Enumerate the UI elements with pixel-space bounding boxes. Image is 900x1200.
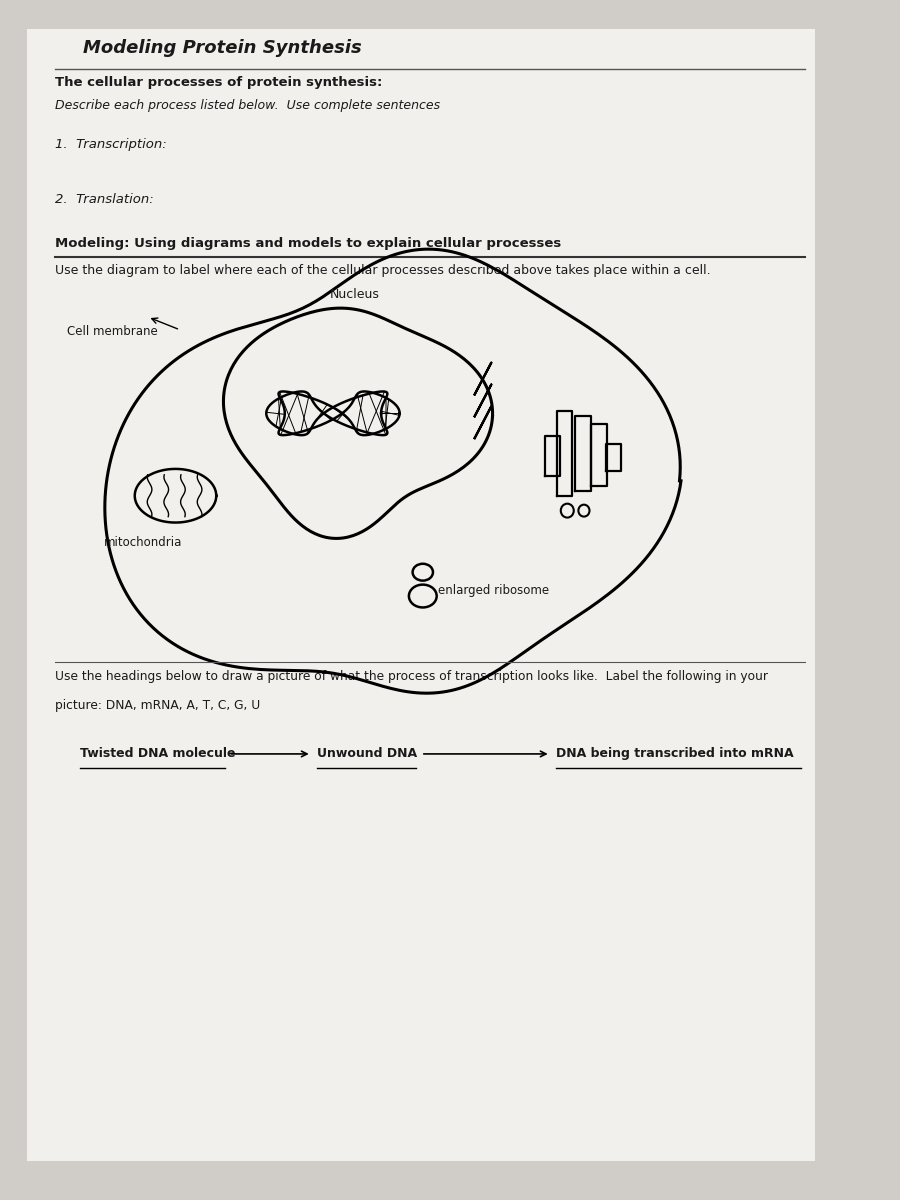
Text: Twisted DNA molecule: Twisted DNA molecule bbox=[80, 748, 236, 761]
Text: The cellular processes of protein synthesis:: The cellular processes of protein synthe… bbox=[55, 76, 382, 89]
Text: Cell membrane: Cell membrane bbox=[68, 325, 158, 338]
Text: enlarged ribosome: enlarged ribosome bbox=[437, 583, 549, 596]
Text: Unwound DNA: Unwound DNA bbox=[317, 748, 418, 761]
Text: Modeling: Using diagrams and models to explain cellular processes: Modeling: Using diagrams and models to e… bbox=[55, 238, 562, 251]
Text: 1.  Transcription:: 1. Transcription: bbox=[55, 138, 166, 151]
Text: Use the headings below to draw a picture of what the process of transcription lo: Use the headings below to draw a picture… bbox=[55, 670, 768, 683]
Text: 2.  Translation:: 2. Translation: bbox=[55, 193, 154, 206]
Text: Use the diagram to label where each of the cellular processes described above ta: Use the diagram to label where each of t… bbox=[55, 264, 711, 277]
Text: picture: DNA, mRNA, A, T, C, G, U: picture: DNA, mRNA, A, T, C, G, U bbox=[55, 700, 260, 713]
Text: DNA being transcribed into mRNA: DNA being transcribed into mRNA bbox=[556, 748, 794, 761]
Text: Modeling Protein Synthesis: Modeling Protein Synthesis bbox=[83, 38, 362, 56]
Text: Nucleus: Nucleus bbox=[330, 288, 380, 301]
Text: Describe each process listed below.  Use complete sentences: Describe each process listed below. Use … bbox=[55, 98, 440, 112]
FancyBboxPatch shape bbox=[27, 29, 814, 1162]
Text: mitochondria: mitochondria bbox=[104, 536, 183, 548]
